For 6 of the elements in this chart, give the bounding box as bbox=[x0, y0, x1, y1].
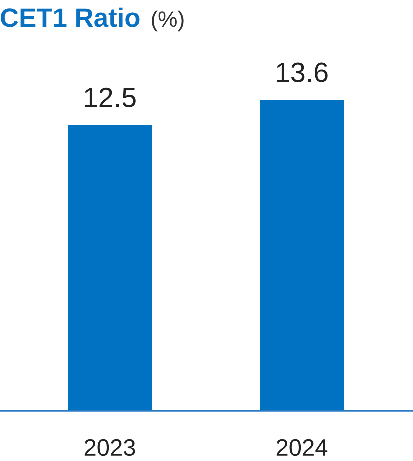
data-label: 12.5 bbox=[85, 88, 136, 108]
x-tick-label: 2024 bbox=[276, 439, 328, 456]
chart-subtitle: (%) bbox=[152, 10, 184, 32]
x-tick-label: 2023 bbox=[84, 439, 136, 456]
data-label: 13.6 bbox=[277, 62, 328, 82]
chart-title: CET1 Ratio bbox=[1, 8, 140, 28]
